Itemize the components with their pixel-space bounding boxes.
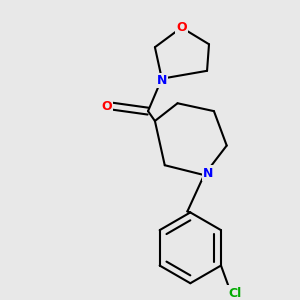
Text: Cl: Cl bbox=[228, 286, 242, 300]
Text: O: O bbox=[101, 100, 112, 113]
Text: N: N bbox=[157, 74, 167, 87]
Text: N: N bbox=[203, 167, 213, 180]
Text: O: O bbox=[176, 21, 187, 34]
